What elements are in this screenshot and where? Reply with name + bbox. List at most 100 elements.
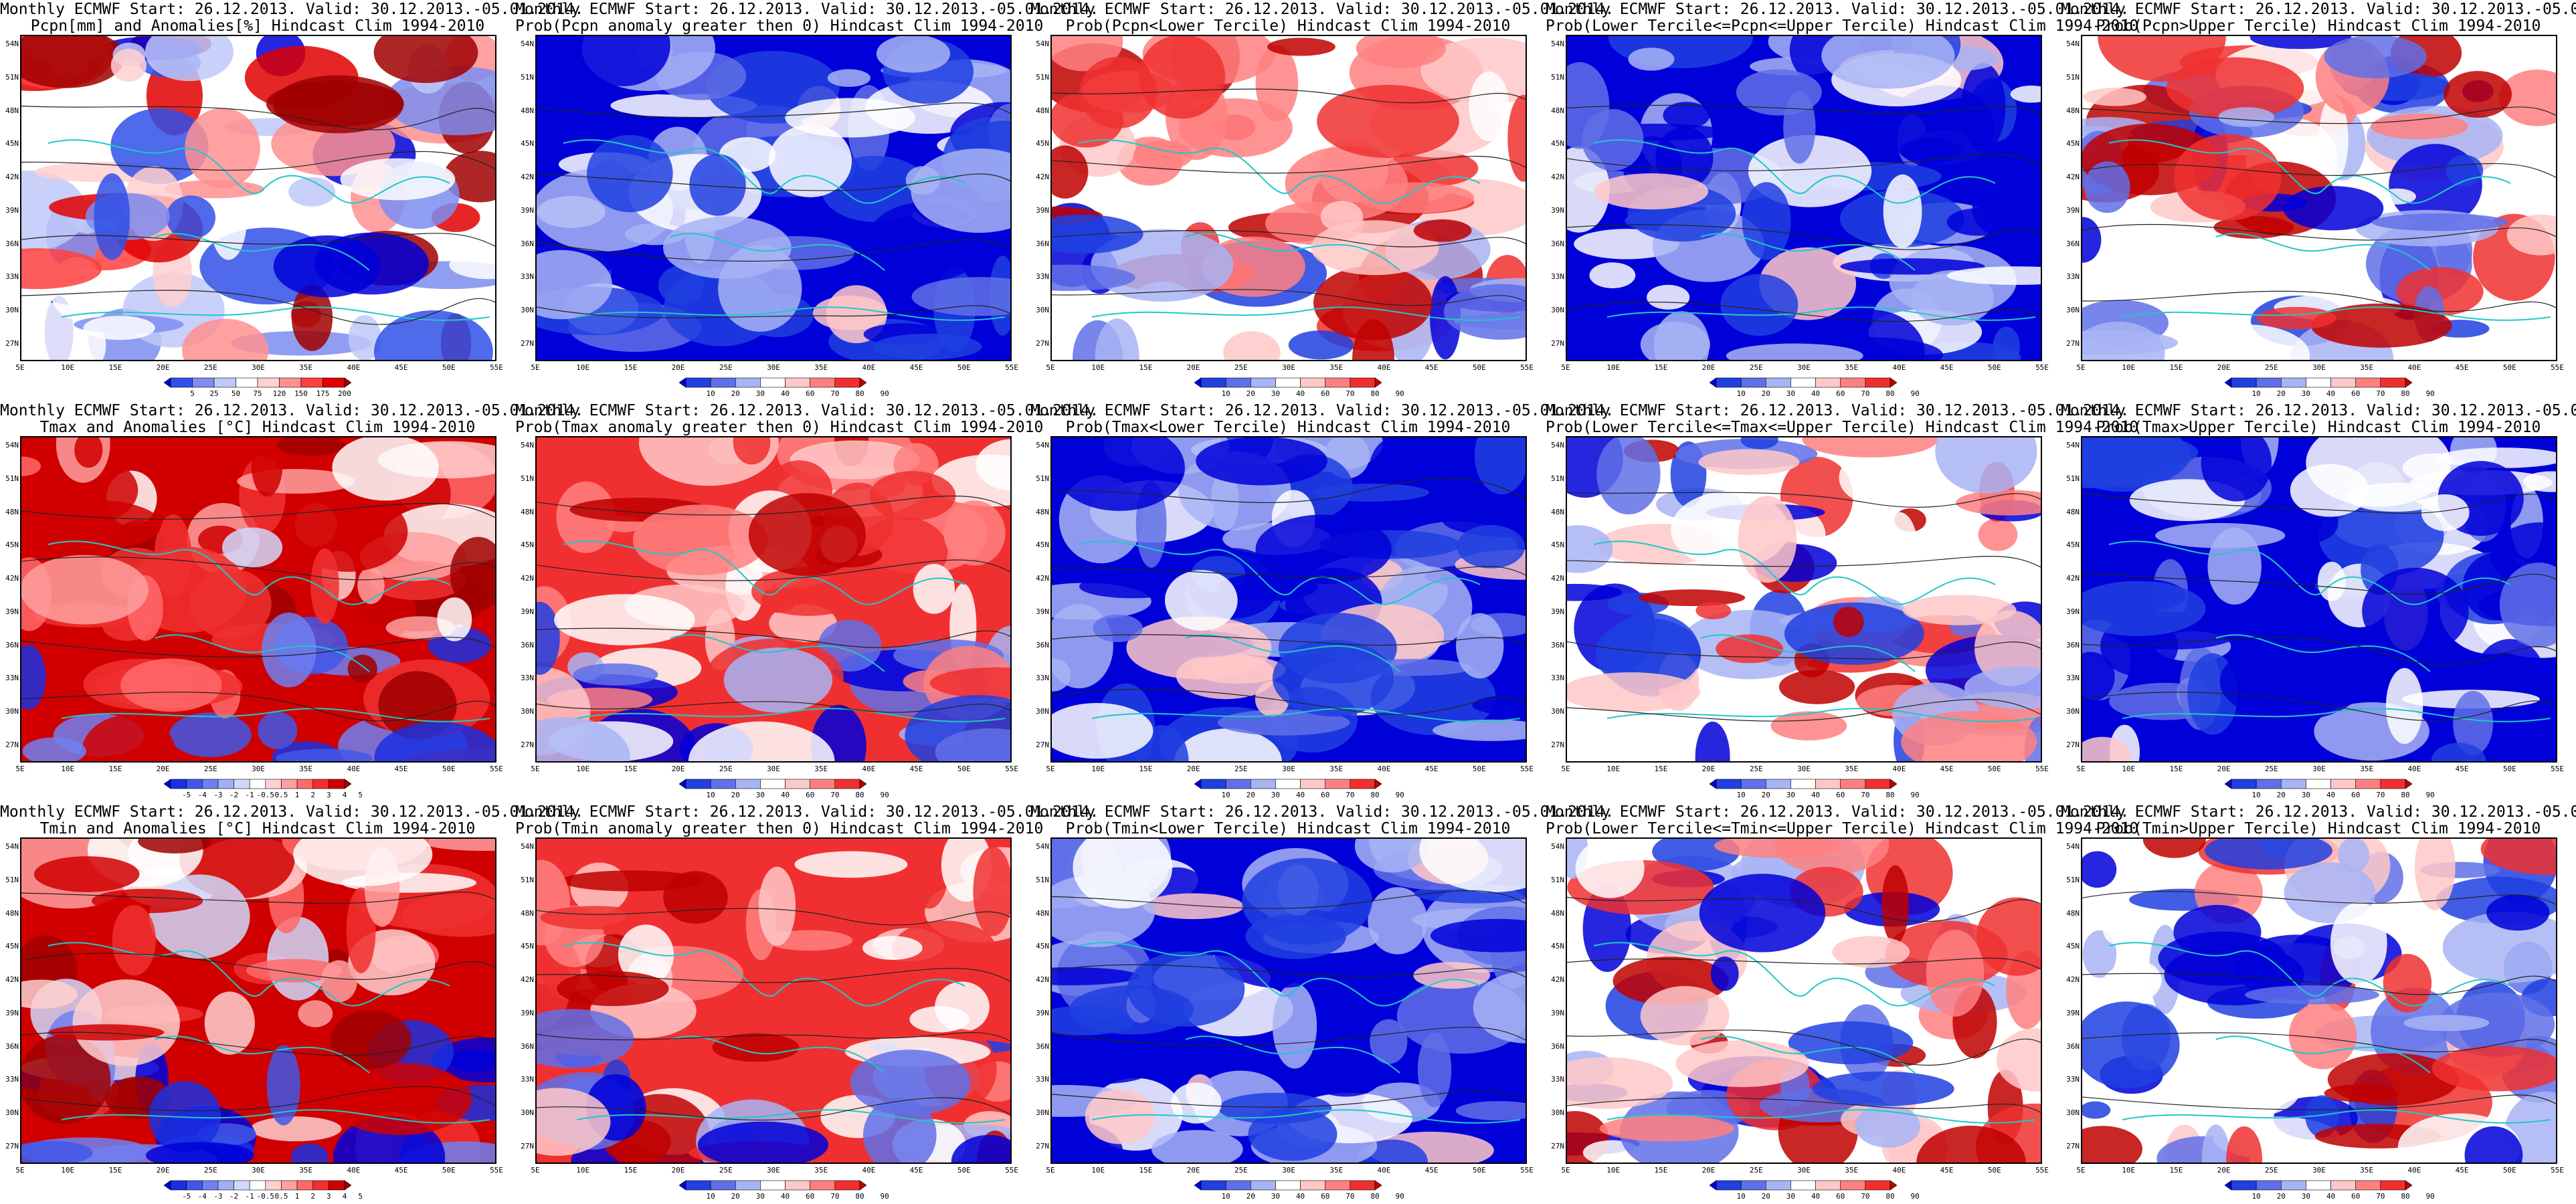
field-patch	[258, 712, 298, 749]
field-patch	[712, 1033, 800, 1062]
contour-line	[537, 968, 1010, 983]
colorbar-swatch	[2280, 779, 2306, 789]
colorbar-swatch	[1194, 779, 1202, 789]
colorbar	[679, 1180, 866, 1191]
contour-line	[21, 502, 495, 520]
colorbar-swatch	[760, 1180, 786, 1191]
field-patch	[2305, 1095, 2339, 1138]
coastline	[1593, 139, 2036, 321]
colorbar-swatch	[1710, 1180, 1717, 1191]
field-patch	[2082, 930, 2117, 978]
colorbar-label: 20	[1761, 389, 1770, 398]
colorbar-swatch	[679, 1180, 686, 1191]
latitude-tick: 27N	[521, 1142, 534, 1150]
colorbar-swatch	[170, 779, 187, 789]
colorbar-swatch	[217, 1180, 234, 1191]
colorbar-label: 40	[780, 389, 790, 398]
longitude-tick: 15E	[108, 765, 122, 773]
latitude-tick: 33N	[521, 1075, 534, 1084]
colorbar-label: 1	[294, 1192, 300, 1201]
longitude-tick: 50E	[2502, 1166, 2516, 1175]
colorbar-swatch	[2231, 377, 2257, 388]
field-patch	[794, 851, 908, 878]
field-patch	[21, 36, 125, 88]
longitude-tick: 45E	[2455, 765, 2469, 773]
latitude-tick: 54N	[5, 842, 19, 851]
field-patch	[291, 284, 333, 351]
colorbar-label: -0.5	[256, 1192, 275, 1201]
longitude-tick: 15E	[1654, 765, 1668, 773]
latitude-tick: 27N	[1551, 1142, 1564, 1150]
colorbar-label: -2	[229, 1192, 239, 1201]
contour-line	[21, 150, 495, 171]
field-patch	[2201, 437, 2272, 502]
field-patch	[723, 647, 833, 713]
colorbar-label: 80	[1885, 389, 1895, 398]
contour-line	[537, 701, 1010, 713]
longitude-tick: 10E	[1606, 1166, 1621, 1175]
field-patch	[1311, 1063, 1380, 1097]
longitude-tick: 25E	[1749, 765, 1763, 773]
longitude-tick: 20E	[156, 363, 170, 372]
longitude-tick: 50E	[442, 1166, 456, 1175]
latitude-tick: 42N	[5, 173, 19, 182]
latitude-tick: 42N	[1036, 173, 1049, 182]
colorbar-swatch	[810, 1180, 836, 1191]
latitude-tick: 45N	[2066, 139, 2080, 148]
colorbar-label: 60	[1836, 791, 1845, 799]
colorbar-label: 10	[2251, 1192, 2261, 1201]
colorbar-swatch	[810, 377, 836, 388]
colorbar-swatch	[164, 779, 171, 789]
colorbar-label: 60	[806, 791, 815, 799]
colorbar-swatch	[201, 1180, 219, 1191]
colorbar-label: -0.5	[256, 791, 275, 799]
latitude-tick: 54N	[2066, 441, 2080, 449]
field-patch	[1567, 583, 1623, 601]
field-patch	[1956, 490, 2041, 516]
latitude-tick: 45N	[521, 540, 534, 550]
contour-line	[1567, 896, 2041, 922]
colorbar-swatch	[217, 779, 234, 789]
latitude-tick: 51N	[5, 875, 19, 884]
colorbar-label: -5	[182, 1192, 191, 1201]
field-patch	[2010, 85, 2041, 103]
latitude-tick: 48N	[1551, 507, 1564, 516]
latitude-tick: 36N	[1036, 1041, 1049, 1051]
latitude-tick: 33N	[1551, 272, 1564, 282]
colorbar-label: 90	[880, 1192, 889, 1201]
longitude-tick: 10E	[1091, 765, 1105, 773]
field-patch	[1675, 1040, 1809, 1088]
colorbar-swatch	[1275, 1180, 1301, 1191]
longitude-tick: 55E	[1520, 1166, 1534, 1175]
field-patch	[21, 302, 106, 360]
colorbar-swatch	[1815, 779, 1841, 789]
colorbar-label: 70	[830, 1192, 840, 1201]
latitude-tick: 42N	[2066, 173, 2080, 182]
colorbar-swatch	[296, 779, 314, 789]
colorbar-swatch	[213, 377, 236, 388]
colorbar-swatch	[1740, 779, 1766, 789]
field-patch	[2249, 36, 2352, 49]
latitude-tick: 51N	[521, 474, 534, 483]
colorbar-swatch	[2405, 1180, 2412, 1191]
field-patch	[374, 722, 495, 761]
field-patch	[1358, 182, 1475, 213]
contour-line	[1052, 1027, 1526, 1046]
map-title-line2: Prob(Tmin anomaly greater then 0) Hindca…	[515, 820, 1044, 837]
field-patch	[1052, 1039, 1119, 1058]
colorbar-swatch	[234, 1180, 250, 1191]
contour-line	[1052, 634, 1526, 646]
field-patch	[120, 658, 222, 712]
latitude-tick: 36N	[521, 640, 534, 649]
latitude-tick: 39N	[1036, 1008, 1049, 1017]
colorbar-label: 40	[1295, 1192, 1305, 1201]
field-patch	[2173, 134, 2282, 221]
field-patch	[21, 456, 41, 476]
field-patch	[2338, 839, 2369, 873]
map-title-line1: Monthly ECMWF Start: 26.12.2013. Valid: …	[2061, 402, 2576, 419]
field-patch	[1594, 173, 1709, 210]
field-patch	[892, 920, 996, 978]
latitude-tick: 54N	[1036, 441, 1049, 449]
latitude-tick: 48N	[5, 106, 19, 115]
